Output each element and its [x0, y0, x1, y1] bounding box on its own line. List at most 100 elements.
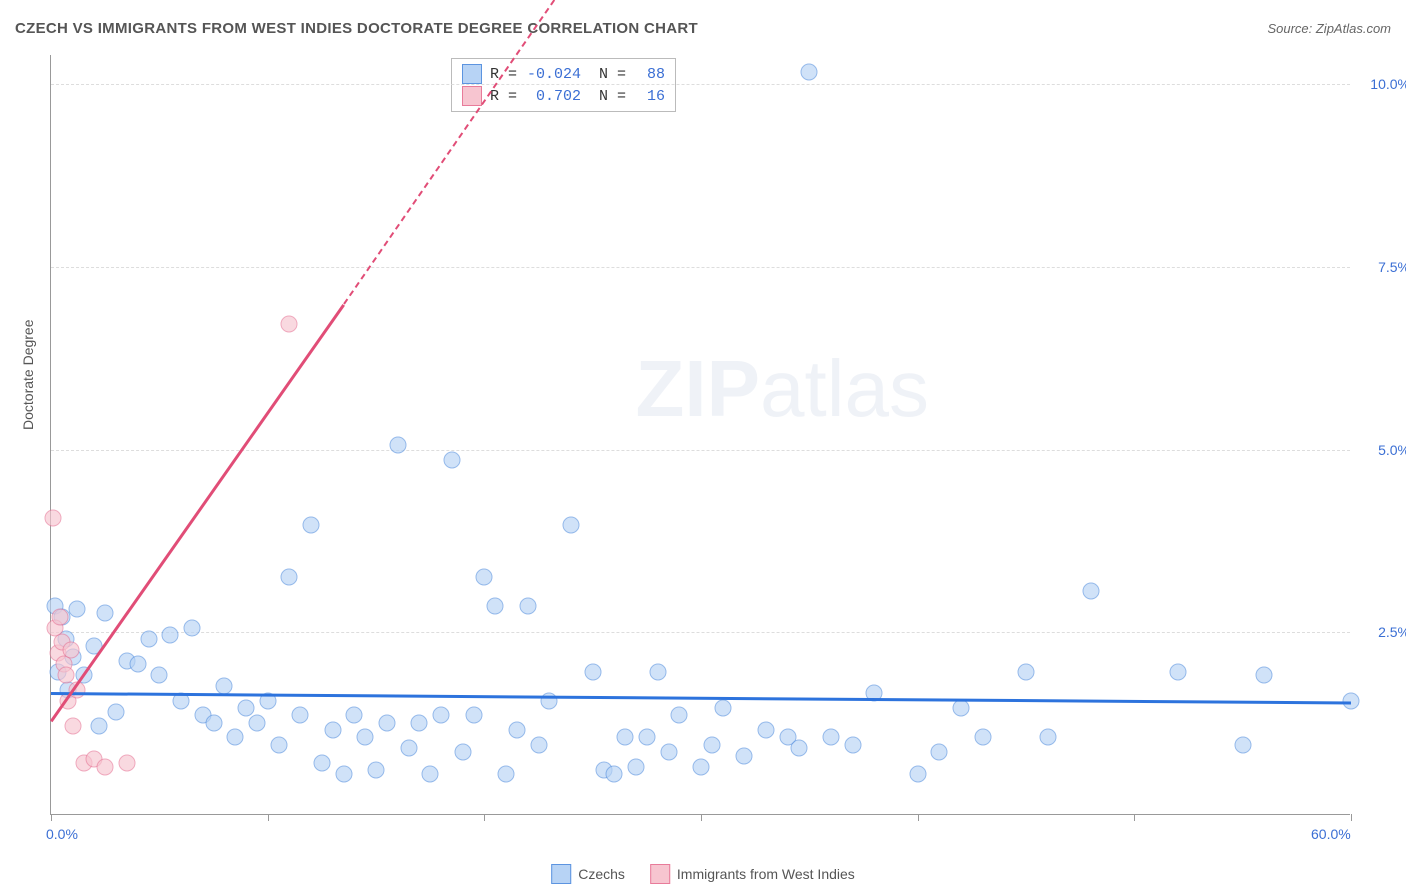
- data-point-czechs: [162, 626, 179, 643]
- data-point-czechs: [476, 568, 493, 585]
- chart-title: CZECH VS IMMIGRANTS FROM WEST INDIES DOC…: [15, 20, 698, 37]
- data-point-czechs: [69, 601, 86, 618]
- data-point-czechs: [1234, 736, 1251, 753]
- ytick-label: 5.0%: [1378, 442, 1406, 458]
- data-point-czechs: [1256, 667, 1273, 684]
- data-point-czechs: [617, 729, 634, 746]
- ytick-label: 2.5%: [1378, 624, 1406, 640]
- xtick-label: 60.0%: [1311, 826, 1351, 842]
- data-point-czechs: [205, 714, 222, 731]
- stat-row-czechs: R = -0.024 N = 88: [462, 63, 665, 85]
- data-point-czechs: [422, 765, 439, 782]
- data-point-czechs: [292, 707, 309, 724]
- watermark: ZIPatlas: [636, 343, 929, 435]
- gridline: [51, 84, 1350, 85]
- data-point-czechs: [801, 64, 818, 81]
- data-point-czechs: [703, 736, 720, 753]
- data-point-czechs: [606, 765, 623, 782]
- data-point-czechs: [151, 667, 168, 684]
- data-point-czechs: [281, 568, 298, 585]
- data-point-czechs: [443, 451, 460, 468]
- data-point-czechs: [498, 765, 515, 782]
- legend-item-czechs: Czechs: [551, 864, 625, 884]
- data-point-czechs: [1018, 663, 1035, 680]
- data-point-czechs: [108, 703, 125, 720]
- data-point-czechs: [931, 743, 948, 760]
- data-point-czechs: [974, 729, 991, 746]
- data-point-czechs: [563, 517, 580, 534]
- data-point-czechs: [368, 762, 385, 779]
- xtick: [1351, 814, 1352, 821]
- data-point-czechs: [270, 736, 287, 753]
- data-point-czechs: [628, 758, 645, 775]
- data-point-czechs: [248, 714, 265, 731]
- data-point-czechs: [433, 707, 450, 724]
- data-point-czechs: [1039, 729, 1056, 746]
- data-point-czechs: [844, 736, 861, 753]
- data-point-immigrants: [51, 608, 68, 625]
- xtick: [484, 814, 485, 821]
- swatch-immigrants-icon: [650, 864, 670, 884]
- swatch-czechs-icon: [462, 64, 482, 84]
- data-point-czechs: [693, 758, 710, 775]
- gridline: [51, 632, 1350, 633]
- data-point-czechs: [465, 707, 482, 724]
- data-point-immigrants: [45, 510, 62, 527]
- data-point-immigrants: [281, 316, 298, 333]
- data-point-czechs: [216, 678, 233, 695]
- xtick: [918, 814, 919, 821]
- data-point-czechs: [335, 765, 352, 782]
- data-point-czechs: [953, 700, 970, 717]
- data-point-czechs: [129, 656, 146, 673]
- data-point-czechs: [758, 721, 775, 738]
- data-point-czechs: [357, 729, 374, 746]
- data-point-czechs: [714, 700, 731, 717]
- data-point-czechs: [519, 597, 536, 614]
- data-point-czechs: [487, 597, 504, 614]
- data-point-czechs: [400, 740, 417, 757]
- xtick-label: 0.0%: [46, 826, 78, 842]
- data-point-czechs: [140, 630, 157, 647]
- data-point-czechs: [649, 663, 666, 680]
- data-point-czechs: [183, 619, 200, 636]
- data-point-czechs: [909, 765, 926, 782]
- data-point-czechs: [1083, 583, 1100, 600]
- data-point-czechs: [227, 729, 244, 746]
- xtick: [1134, 814, 1135, 821]
- data-point-immigrants: [118, 754, 135, 771]
- data-point-czechs: [97, 605, 114, 622]
- xtick: [701, 814, 702, 821]
- data-point-czechs: [823, 729, 840, 746]
- data-point-czechs: [389, 436, 406, 453]
- data-point-czechs: [303, 517, 320, 534]
- swatch-czechs-icon: [551, 864, 571, 884]
- data-point-czechs: [454, 743, 471, 760]
- plot-area: ZIPatlas R = -0.024 N = 88 R = 0.702 N =…: [50, 55, 1350, 815]
- data-point-czechs: [238, 700, 255, 717]
- ytick-label: 7.5%: [1378, 259, 1406, 275]
- data-point-czechs: [324, 721, 341, 738]
- trendline: [343, 0, 572, 305]
- data-point-czechs: [638, 729, 655, 746]
- data-point-czechs: [736, 747, 753, 764]
- data-point-immigrants: [64, 718, 81, 735]
- data-point-czechs: [313, 754, 330, 771]
- data-point-czechs: [346, 707, 363, 724]
- data-point-czechs: [790, 740, 807, 757]
- source-label: Source: ZipAtlas.com: [1267, 21, 1391, 36]
- data-point-czechs: [90, 718, 107, 735]
- xtick: [51, 814, 52, 821]
- data-point-czechs: [411, 714, 428, 731]
- bottom-legend: Czechs Immigrants from West Indies: [551, 864, 855, 884]
- data-point-czechs: [660, 743, 677, 760]
- xtick: [268, 814, 269, 821]
- title-bar: CZECH VS IMMIGRANTS FROM WEST INDIES DOC…: [15, 20, 1391, 37]
- data-point-czechs: [530, 736, 547, 753]
- swatch-immigrants-icon: [462, 86, 482, 106]
- gridline: [51, 267, 1350, 268]
- data-point-czechs: [378, 714, 395, 731]
- data-point-czechs: [671, 707, 688, 724]
- y-axis-label: Doctorate Degree: [20, 319, 36, 430]
- data-point-immigrants: [58, 667, 75, 684]
- ytick-label: 10.0%: [1370, 76, 1406, 92]
